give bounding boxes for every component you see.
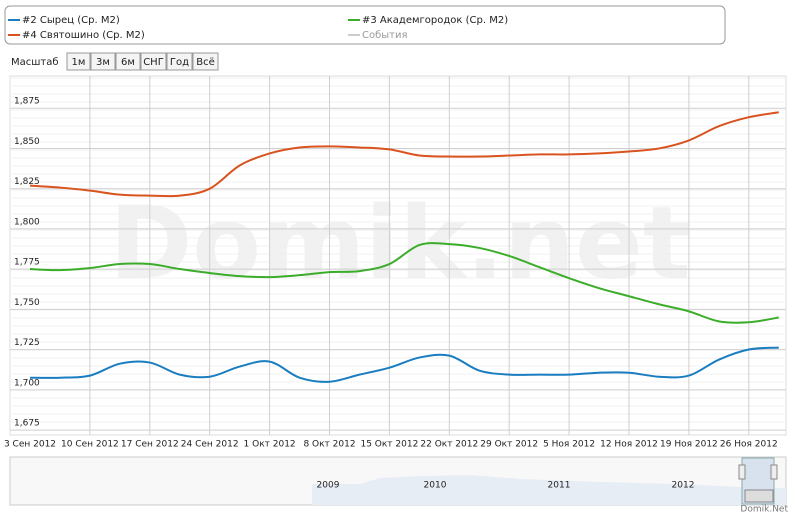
navigator-label: 2009	[317, 481, 340, 491]
scale-button-label[interactable]: 6м	[121, 57, 135, 68]
scale-button[interactable]	[90, 52, 116, 71]
y-tick-label: 1,775	[14, 258, 40, 268]
navigator-label: 2012	[672, 481, 695, 491]
x-tick-label: 1 Окт 2012	[244, 440, 296, 450]
y-tick-label: 1,800	[14, 217, 40, 227]
scale-button-label[interactable]: Год	[170, 57, 189, 68]
x-tick-label: 19 Ноя 2012	[660, 440, 718, 450]
x-tick-label: 12 Ноя 2012	[600, 440, 658, 450]
legend-label[interactable]: События	[362, 30, 408, 41]
scale-button-label[interactable]: 3м	[96, 57, 110, 68]
x-tick-label: 24 Сен 2012	[181, 440, 239, 450]
scale-label: Масштаб	[11, 57, 59, 68]
scale-button[interactable]	[192, 52, 219, 71]
y-tick-label: 1,875	[14, 97, 40, 107]
y-tick-label: 1,675	[14, 419, 40, 429]
navigator-handle[interactable]	[770, 464, 778, 480]
line	[29, 111, 779, 198]
scale-button[interactable]	[166, 52, 193, 71]
y-tick-label: 1,750	[14, 298, 40, 308]
y-tick-label: 1,700	[14, 378, 40, 388]
navigator-area	[312, 470, 786, 505]
scale-button-label[interactable]: 1м	[72, 57, 86, 68]
line	[29, 242, 779, 324]
scale-button-label[interactable]: СНГ	[143, 57, 164, 68]
x-tick-label: 5 Ноя 2012	[543, 440, 595, 450]
navigator-label: 2010	[424, 481, 447, 491]
x-tick-label: 15 Окт 2012	[360, 440, 418, 450]
x-tick-label: 26 Ноя 2012	[720, 440, 778, 450]
plot-area	[9, 75, 787, 436]
scale-button-label[interactable]: Всё	[196, 57, 215, 68]
legend-box	[4, 5, 726, 45]
line	[29, 346, 779, 383]
legend-label[interactable]: #4 Святошино (Ср. М2)	[22, 30, 145, 41]
legend-label[interactable]: #3 Академгородок (Ср. М2)	[362, 15, 508, 26]
scale-button[interactable]	[66, 52, 91, 71]
scale-button[interactable]	[140, 52, 167, 71]
y-tick-label: 1,825	[14, 177, 40, 187]
navigator-handle[interactable]	[738, 464, 746, 480]
scrollbar-thumb[interactable]	[744, 489, 774, 503]
x-tick-label: 8 Окт 2012	[303, 440, 355, 450]
navigator-label: 2011	[548, 481, 571, 491]
x-tick-label: 10 Сен 2012	[61, 440, 119, 450]
x-tick-label: 22 Окт 2012	[420, 440, 478, 450]
watermark: Domik.net	[109, 184, 691, 301]
y-tick-label: 1,850	[14, 137, 40, 147]
legend-label[interactable]: #2 Сырец (Ср. М2)	[22, 15, 120, 26]
x-tick-label: 3 Сен 2012	[4, 440, 56, 450]
y-tick-label: 1,725	[14, 338, 40, 348]
credit: Domik.Net	[740, 505, 788, 515]
scale-button[interactable]	[115, 52, 141, 71]
x-tick-label: 17 Сен 2012	[121, 440, 179, 450]
x-tick-label: 29 Окт 2012	[480, 440, 538, 450]
